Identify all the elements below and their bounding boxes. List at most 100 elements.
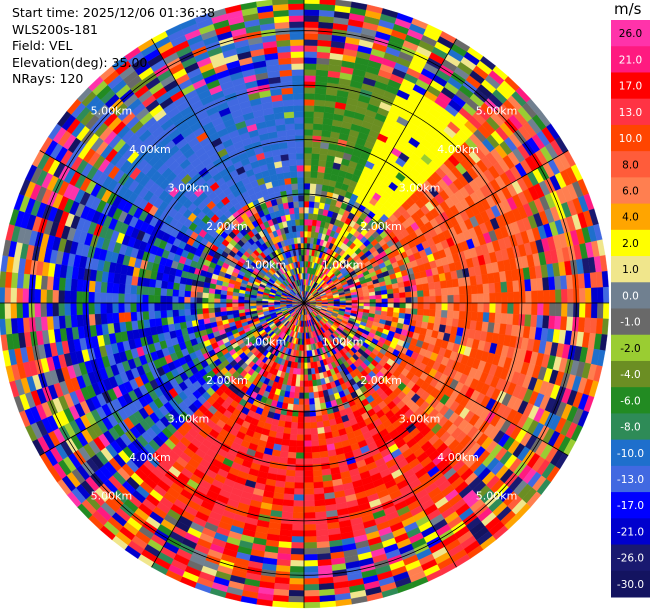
- ray-gate: [202, 307, 209, 314]
- ray-gate: [291, 416, 299, 423]
- ray-gate: [303, 0, 321, 5]
- ray-gate: [184, 314, 192, 322]
- ray-gate: [22, 302, 29, 318]
- ray-gate: [310, 433, 319, 441]
- ray-gate: [237, 302, 245, 307]
- ray-gate: [309, 404, 316, 411]
- ray-gate: [291, 524, 305, 531]
- ray-gate: [318, 438, 327, 447]
- ray-gate: [458, 310, 466, 321]
- ray-gate: [500, 281, 508, 293]
- ray-gate: [142, 285, 150, 296]
- ray-gate: [380, 289, 388, 296]
- ray-gate: [52, 276, 60, 291]
- ray-gate: [178, 289, 185, 297]
- ray-gate: [255, 305, 263, 309]
- ray-gate: [303, 398, 310, 406]
- ray-gate: [345, 297, 353, 301]
- ray-gate: [314, 99, 326, 107]
- ray-gate: [316, 171, 325, 179]
- ray-gate: [118, 302, 125, 313]
- ray-gate: [417, 290, 424, 298]
- ray-gate: [530, 278, 538, 292]
- ray-gate: [100, 302, 107, 314]
- ray-gate: [519, 291, 526, 304]
- ray-gate: [295, 464, 305, 471]
- ray-gate: [303, 218, 309, 226]
- ray-gate: [423, 289, 430, 297]
- ray-gate: [315, 183, 323, 191]
- ray-gate: [148, 310, 156, 320]
- ray-gate: [34, 302, 41, 318]
- ray-gate: [46, 302, 53, 317]
- ray-gate: [312, 469, 323, 477]
- ray-gate: [315, 517, 328, 525]
- ray-gate: [283, 493, 295, 501]
- ray-gate: [303, 195, 310, 202]
- ray-gate: [307, 380, 313, 387]
- ray-gate: [465, 302, 472, 312]
- ray-gate: [166, 281, 174, 290]
- ray-gate: [494, 282, 502, 294]
- ray-gate: [106, 302, 113, 314]
- ray-gate: [303, 530, 317, 537]
- ray-gate: [281, 511, 294, 519]
- ray-gate: [554, 275, 562, 290]
- ray-gate: [471, 293, 478, 304]
- ray-gate: [459, 302, 466, 312]
- ray-gate: [178, 302, 185, 310]
- ray-gate: [311, 159, 320, 167]
- ray-gate: [311, 153, 320, 161]
- ray-gate: [288, 439, 297, 447]
- ray-gate: [542, 277, 550, 291]
- ray-gate: [303, 554, 318, 561]
- ray-gate: [416, 314, 424, 322]
- ray-gate: [70, 314, 78, 328]
- ray-gate: [148, 278, 157, 288]
- ray-gate: [214, 293, 221, 299]
- ray-gate: [178, 283, 186, 291]
- ray-gate: [445, 317, 454, 327]
- ray-gate: [226, 306, 233, 312]
- ray-gate: [296, 434, 305, 441]
- ray-gate: [282, 433, 291, 441]
- ray-gate: [316, 57, 330, 65]
- ray-gate: [303, 200, 310, 208]
- ray-gate: [82, 291, 89, 304]
- ray-gate: [290, 560, 305, 567]
- ray-gate: [0, 302, 6, 320]
- ray-gate: [136, 302, 143, 312]
- ray-gate: [172, 302, 179, 311]
- ray-gate: [303, 15, 320, 22]
- ray-gate: [213, 298, 221, 304]
- ray-gate: [423, 309, 430, 317]
- ray-gate: [303, 63, 317, 70]
- ray-gate: [208, 312, 216, 319]
- ray-gate: [303, 123, 314, 130]
- ray-gate: [311, 141, 322, 149]
- ray-gate: [525, 290, 532, 304]
- ray-gate: [386, 288, 394, 295]
- ray-gate: [369, 299, 377, 304]
- ray-gate: [306, 344, 310, 352]
- ray-gate: [317, 45, 332, 53]
- ray-gate: [296, 428, 305, 435]
- ray-gate: [124, 284, 132, 295]
- ray-gate: [10, 287, 17, 304]
- ray-gate: [309, 183, 317, 190]
- ray-gate: [489, 302, 496, 314]
- ray-gate: [549, 302, 556, 317]
- ray-gate: [303, 464, 313, 471]
- ray-gate: [178, 296, 185, 304]
- ray-gate: [311, 379, 318, 387]
- ray-gate: [178, 315, 186, 323]
- ray-gate: [279, 450, 289, 459]
- ray-gate: [297, 416, 305, 423]
- ray-gate: [285, 475, 296, 483]
- ray-gate: [160, 280, 169, 289]
- ray-gate: [398, 286, 406, 294]
- ray-gate: [303, 500, 315, 507]
- ray-gate: [166, 316, 174, 325]
- ray-gate: [404, 285, 412, 293]
- ray-gate: [602, 286, 610, 304]
